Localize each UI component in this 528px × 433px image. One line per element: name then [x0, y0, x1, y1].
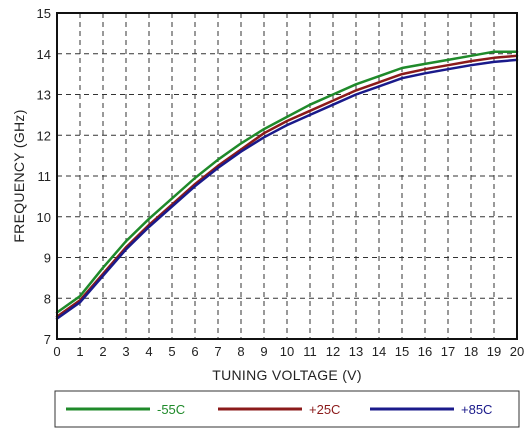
x-tick-label: 1 — [76, 344, 83, 359]
y-tick-label: 7 — [44, 332, 51, 347]
y-tick-label: 13 — [37, 88, 51, 103]
series-line-55c — [55, 50, 519, 314]
tick-labels: 0 1 2 3 4 5 6 7 8 9 10 11 12 13 14 15 16 17 18 19 2078910111… — [37, 6, 525, 359]
y-tick-label: 11 — [38, 169, 52, 184]
legend-label: -55C — [157, 402, 185, 417]
x-tick-label: 12 — [326, 344, 340, 359]
series-lines — [55, 50, 519, 320]
x-tick-label: 16 — [418, 344, 432, 359]
x-tick-label: 11 — [303, 344, 317, 359]
y-tick-label: 10 — [37, 210, 51, 225]
y-tick-label: 15 — [37, 6, 51, 21]
series-line-25c — [55, 54, 519, 318]
y-axis-title: FREQUENCY (GHz) — [11, 109, 27, 242]
plot-frame — [56, 12, 518, 340]
grid-lines — [57, 13, 517, 339]
y-tick-label: 8 — [44, 291, 51, 306]
x-tick-label: 14 — [372, 344, 386, 359]
series-line-85c — [55, 58, 519, 320]
legend-label: +25C — [309, 402, 340, 417]
x-tick-label: 4 — [145, 344, 152, 359]
x-tick-label: 20 — [510, 344, 524, 359]
x-tick-label: 9 — [260, 344, 267, 359]
x-tick-label: 8 — [237, 344, 244, 359]
x-tick-label: 10 — [280, 344, 294, 359]
x-tick-label: 5 — [168, 344, 175, 359]
x-axis-title: TUNING VOLTAGE (V) — [212, 367, 362, 383]
y-tick-label: 14 — [37, 47, 51, 62]
x-tick-label: 13 — [349, 344, 363, 359]
x-tick-label: 7 — [214, 344, 221, 359]
x-tick-label: 18 — [464, 344, 478, 359]
x-tick-label: 19 — [487, 344, 501, 359]
x-tick-label: 3 — [122, 344, 129, 359]
x-tick-label: 6 — [191, 344, 198, 359]
x-tick-label: 0 — [53, 344, 60, 359]
x-tick-label: 17 — [441, 344, 455, 359]
legend-label: +85C — [461, 402, 492, 417]
x-tick-label: 2 — [99, 344, 106, 359]
y-tick-label: 9 — [44, 251, 51, 266]
legend: -55C +25C +85C — [66, 402, 492, 417]
y-tick-label: 12 — [37, 128, 51, 143]
x-tick-label: 15 — [395, 344, 409, 359]
